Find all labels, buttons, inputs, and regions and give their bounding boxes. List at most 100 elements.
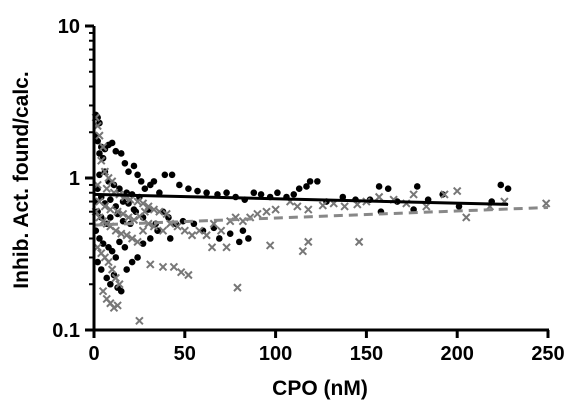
data-point-cross (340, 202, 349, 211)
data-point-cross (195, 226, 204, 235)
data-point-circle (194, 187, 201, 195)
data-point-cross (138, 226, 148, 235)
data-point-circle (130, 162, 138, 170)
data-point-cross (122, 231, 131, 240)
data-point-circle (314, 178, 321, 185)
data-point-cross (115, 280, 124, 289)
data-point-cross (127, 234, 137, 243)
y-tick-label: 1 (69, 168, 80, 190)
data-point-circle (94, 114, 101, 121)
x-tick-label: 100 (259, 343, 292, 365)
data-point-circle (239, 227, 247, 235)
data-point-cross (187, 231, 197, 240)
data-point-cross (100, 202, 110, 211)
data-point-cross (135, 316, 144, 325)
data-point-cross (304, 237, 313, 247)
data-point-circle (274, 189, 281, 197)
data-point-cross (133, 197, 142, 206)
data-point-circle (96, 171, 103, 179)
data-point-cross (107, 265, 117, 274)
data-point-circle (123, 266, 130, 273)
x-tick-label: 50 (174, 343, 196, 365)
data-point-circle (96, 150, 103, 157)
data-point-circle (128, 258, 136, 266)
data-point-cross (293, 202, 302, 211)
data-point-circle (245, 235, 252, 242)
data-point-cross (265, 241, 275, 250)
data-point-cross (98, 286, 108, 296)
data-point-circle (112, 147, 120, 155)
data-point-circle (117, 150, 125, 157)
data-point-cross (146, 260, 155, 269)
data-point-circle (97, 266, 105, 273)
data-point-circle (107, 196, 114, 203)
data-point-cross (126, 195, 135, 204)
data-point-cross (149, 205, 159, 214)
data-point-circle (94, 258, 101, 266)
data-point-circle (103, 274, 111, 282)
data-point-cross (117, 229, 126, 238)
data-point-cross (144, 202, 153, 211)
y-axis-label: Inhib. Act. found/calc. (10, 71, 33, 288)
data-point-circle (439, 191, 446, 198)
data-point-circle (413, 183, 421, 190)
data-point-circle (226, 230, 234, 238)
data-point-cross (95, 131, 104, 140)
data-point-circle (306, 178, 314, 185)
data-point-cross (318, 201, 328, 210)
data-point-cross (138, 199, 148, 208)
x-axis-label: CPO (nM) (272, 377, 368, 400)
data-point-cross (298, 246, 308, 256)
data-point-cross (541, 199, 551, 208)
data-point-cross (111, 226, 120, 235)
data-point-circle (137, 178, 145, 185)
data-point-cross (155, 207, 164, 216)
x-tick-label: 250 (531, 343, 564, 365)
data-point-circle (185, 185, 192, 193)
data-point-circle (216, 235, 223, 242)
data-point-cross (271, 205, 280, 214)
data-point-circle (121, 244, 129, 251)
fit-line-dashed (93, 205, 549, 227)
data-point-circle (166, 235, 174, 242)
fit-line-solid (93, 192, 509, 206)
data-point-circle (504, 185, 512, 193)
data-point-cross (216, 226, 226, 235)
data-point-cross (162, 209, 171, 219)
data-point-circle (139, 240, 147, 247)
data-point-cross (253, 209, 262, 219)
data-point-circle (156, 189, 163, 197)
data-point-cross (184, 270, 193, 280)
data-point-cross (207, 243, 217, 252)
data-point-circle (165, 214, 172, 221)
data-point-circle (112, 254, 120, 261)
data-point-cross (222, 243, 231, 252)
plot-marks (91, 111, 551, 325)
data-point-circle (108, 139, 116, 147)
data-point-circle (339, 193, 347, 201)
data-point-cross (262, 207, 271, 216)
data-point-cross (102, 184, 111, 193)
data-point-circle (94, 208, 101, 216)
data-point-circle (203, 189, 210, 197)
data-point-cross (111, 273, 120, 283)
data-point-cross (176, 268, 186, 277)
data-point-circle (375, 183, 383, 190)
y-tick-label: 0.1 (52, 320, 80, 342)
data-point-circle (257, 191, 265, 198)
data-point-circle (117, 287, 125, 295)
y-tick-label: 10 (58, 16, 80, 38)
data-point-cross (100, 167, 110, 176)
data-point-circle (161, 171, 169, 179)
data-point-circle (141, 185, 149, 193)
data-point-cross (173, 222, 182, 231)
data-point-cross (97, 156, 106, 165)
data-point-cross (440, 190, 449, 199)
data-point-cross (124, 213, 133, 222)
data-point-cross (133, 237, 142, 247)
data-point-cross (140, 207, 150, 216)
data-point-circle (134, 171, 141, 179)
x-tick-label: 0 (88, 343, 99, 365)
data-point-circle (99, 240, 107, 247)
